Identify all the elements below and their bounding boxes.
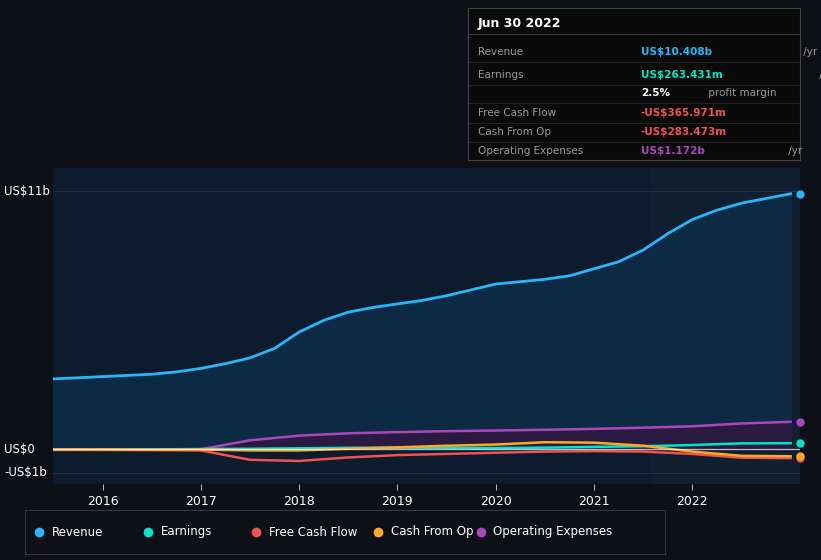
- Text: -US$365.971m: -US$365.971m: [641, 108, 727, 118]
- Text: Earnings: Earnings: [478, 70, 524, 80]
- Text: US$11b: US$11b: [4, 185, 50, 198]
- Text: Free Cash Flow: Free Cash Flow: [478, 108, 556, 118]
- Text: US$1.172b: US$1.172b: [641, 146, 704, 156]
- Text: Jun 30 2022: Jun 30 2022: [478, 17, 562, 30]
- Text: /yr: /yr: [816, 70, 821, 80]
- Text: Free Cash Flow: Free Cash Flow: [269, 525, 358, 539]
- Text: Earnings: Earnings: [160, 525, 212, 539]
- Text: Revenue: Revenue: [52, 525, 103, 539]
- Text: US$263.431m: US$263.431m: [641, 70, 722, 80]
- Text: 2.5%: 2.5%: [641, 88, 670, 98]
- Text: Cash From Op: Cash From Op: [391, 525, 474, 539]
- Text: /yr: /yr: [800, 47, 818, 57]
- Text: Operating Expenses: Operating Expenses: [478, 146, 583, 156]
- Bar: [651, 168, 800, 484]
- Text: profit margin: profit margin: [704, 88, 776, 98]
- Text: -US$283.473m: -US$283.473m: [641, 127, 727, 137]
- Text: US$0: US$0: [4, 443, 34, 456]
- Text: Revenue: Revenue: [478, 47, 523, 57]
- Text: /yr: /yr: [785, 146, 802, 156]
- Text: US$10.408b: US$10.408b: [641, 47, 712, 57]
- Text: Cash From Op: Cash From Op: [478, 127, 551, 137]
- Text: Operating Expenses: Operating Expenses: [493, 525, 612, 539]
- Text: -US$1b: -US$1b: [4, 466, 47, 479]
